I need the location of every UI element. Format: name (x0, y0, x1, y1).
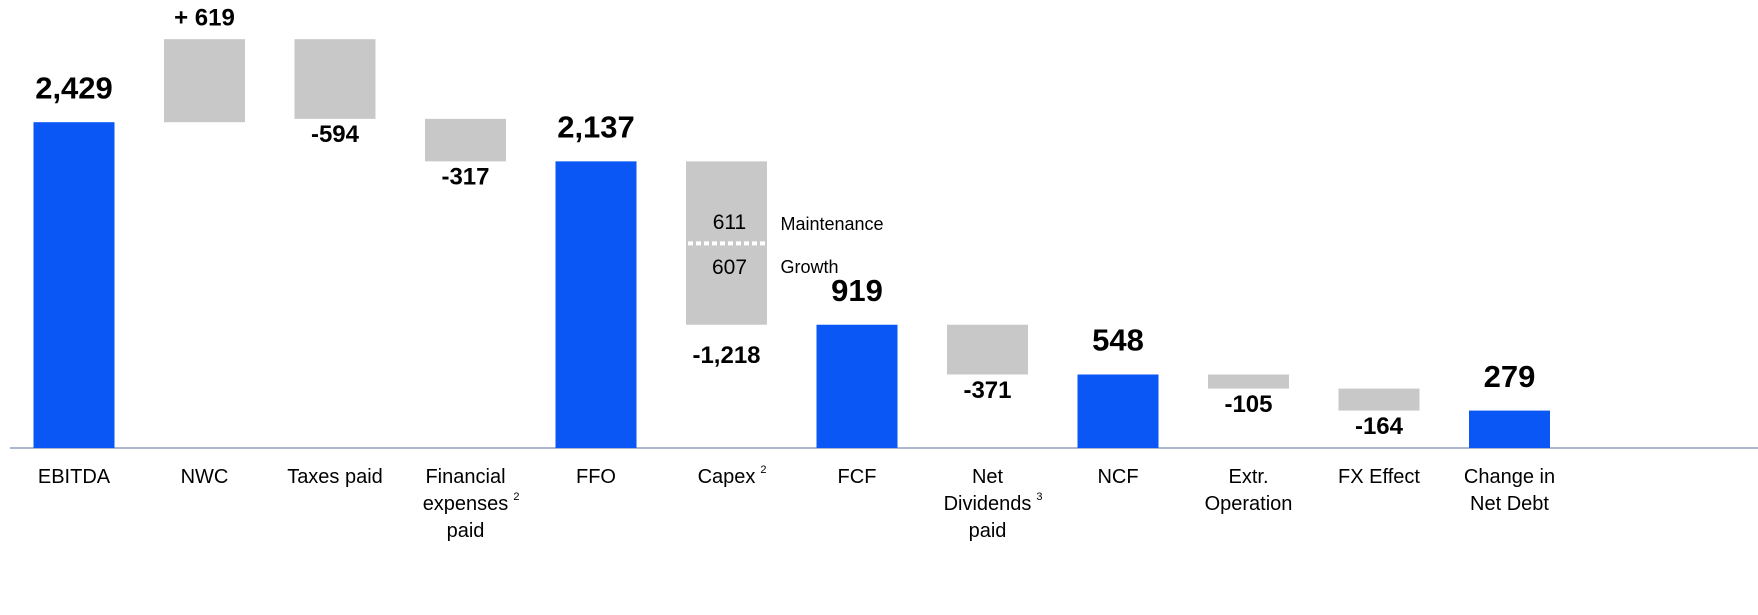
x-tick-label: FFO (576, 466, 616, 488)
x-tick-label: FX Effect (1338, 466, 1420, 488)
value-label: -105 (1224, 391, 1272, 418)
value-label: -164 (1355, 413, 1404, 440)
bar (1338, 388, 1420, 411)
footnote-marker: 2 (760, 464, 766, 476)
bar (1077, 374, 1159, 448)
footnote-marker: 3 (1036, 491, 1042, 503)
footnote-marker: 2 (513, 491, 519, 503)
part-value: 611 (713, 211, 746, 234)
x-tick-label: EBITDA (38, 466, 111, 488)
x-tick-label: FCF (838, 466, 877, 488)
bar (33, 122, 115, 448)
value-label: + 619 (174, 5, 235, 32)
bar (555, 161, 637, 448)
value-label: 548 (1092, 323, 1144, 358)
value-label: 279 (1484, 359, 1536, 394)
value-label: -317 (441, 164, 489, 191)
bar (1208, 374, 1289, 389)
x-tick-label: Change in Net Debt (1464, 466, 1555, 515)
x-tick-label: Financial expenses paid (423, 466, 509, 542)
value-label: 919 (831, 273, 883, 308)
x-tick-label: Net Dividends paid (944, 466, 1032, 542)
bar (947, 324, 1028, 375)
value-label: -594 (311, 121, 360, 148)
value-label: 2,137 (557, 110, 635, 145)
value-label: -1,218 (692, 342, 760, 369)
x-tick-label: NWC (181, 466, 229, 488)
bar (425, 118, 506, 162)
bar (816, 324, 898, 448)
x-tick-label: NCF (1097, 466, 1138, 488)
value-label: -371 (963, 377, 1011, 404)
value-label: 2,429 (35, 70, 113, 105)
bar (294, 39, 376, 119)
part-value: 607 (712, 256, 747, 279)
x-tick-label: Extr. Operation (1205, 466, 1293, 515)
bar (164, 39, 245, 123)
part-label: Growth (781, 257, 839, 277)
x-tick-label: Taxes paid (287, 466, 383, 488)
part-label: Maintenance (781, 214, 884, 234)
x-tick-label: Capex (698, 466, 756, 488)
bar (1469, 410, 1550, 448)
